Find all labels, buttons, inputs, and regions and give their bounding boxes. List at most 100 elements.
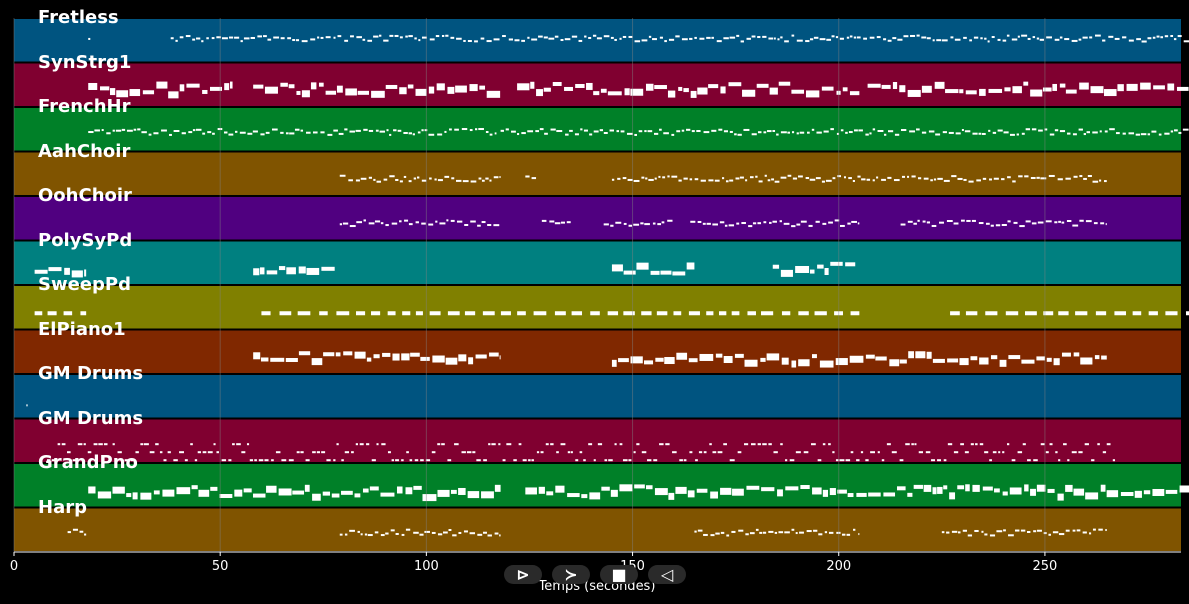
- note-mark: [289, 132, 295, 135]
- note-mark: [950, 36, 954, 39]
- note-mark: [260, 357, 269, 362]
- note-mark: [271, 459, 274, 462]
- note-mark: [485, 177, 489, 180]
- note-mark: [710, 534, 715, 537]
- play-button[interactable]: ⊳: [504, 565, 542, 584]
- note-mark: [1002, 39, 1007, 42]
- note-mark: [856, 492, 867, 497]
- note-mark: [57, 443, 61, 446]
- note-mark: [175, 39, 178, 42]
- note-mark: [766, 130, 772, 133]
- note-mark: [1027, 37, 1031, 40]
- note-mark: [530, 81, 535, 89]
- note-mark: [1027, 459, 1031, 462]
- note-mark: [689, 37, 693, 40]
- note-mark: [153, 132, 159, 135]
- note-mark: [550, 128, 556, 131]
- note-mark: [814, 311, 827, 316]
- note-mark: [611, 359, 617, 367]
- note-mark: [368, 176, 372, 179]
- note-mark: [719, 221, 725, 224]
- note-mark: [742, 89, 756, 97]
- note-mark: [780, 269, 793, 277]
- note-mark: [706, 311, 714, 316]
- note-mark: [683, 459, 687, 462]
- note-mark: [847, 222, 851, 225]
- note-mark: [1170, 34, 1174, 37]
- note-mark: [1085, 492, 1099, 500]
- note-mark: [1008, 355, 1021, 360]
- note-mark: [1101, 355, 1107, 360]
- note-mark: [960, 219, 965, 222]
- note-mark: [960, 443, 964, 446]
- note-mark: [737, 451, 742, 454]
- note-mark: [943, 459, 947, 462]
- note-mark: [644, 130, 647, 133]
- note-mark: [745, 533, 749, 536]
- note-mark: [348, 179, 353, 182]
- note-mark: [991, 36, 995, 39]
- note-mark: [401, 459, 404, 462]
- note-mark: [207, 131, 212, 134]
- note-mark: [403, 175, 407, 178]
- note-mark: [923, 177, 929, 180]
- note-mark: [926, 37, 931, 40]
- note-mark: [687, 490, 695, 498]
- note-mark: [336, 443, 339, 446]
- note-mark: [1052, 531, 1059, 534]
- note-mark: [506, 443, 512, 446]
- note-mark: [173, 130, 180, 133]
- note-mark: [34, 311, 43, 316]
- note-mark: [1036, 176, 1040, 179]
- forward-button[interactable]: ≻: [552, 565, 590, 584]
- note-mark: [826, 38, 832, 41]
- note-mark: [198, 489, 210, 497]
- note-mark: [1082, 36, 1088, 39]
- note-mark: [482, 311, 495, 316]
- note-mark: [540, 451, 544, 454]
- note-mark: [592, 34, 597, 37]
- stop-button[interactable]: ■: [600, 565, 638, 584]
- note-mark: [969, 39, 972, 42]
- note-mark: [901, 175, 906, 178]
- note-mark: [333, 36, 336, 39]
- note-mark: [355, 179, 360, 182]
- note-mark: [273, 36, 280, 39]
- note-mark: [650, 270, 660, 275]
- note-mark: [1058, 220, 1061, 223]
- note-mark: [597, 443, 603, 446]
- note-mark: [391, 222, 398, 225]
- note-mark: [767, 179, 771, 182]
- note-mark: [554, 222, 561, 225]
- note-mark: [455, 85, 467, 93]
- note-mark: [408, 223, 413, 226]
- note-mark: [1021, 132, 1025, 135]
- track-label: SynStrg1: [38, 51, 132, 73]
- note-mark: [1046, 357, 1052, 362]
- note-mark: [363, 128, 368, 131]
- note-mark: [1059, 130, 1066, 133]
- back-button[interactable]: ◁: [648, 565, 686, 584]
- note-mark: [1185, 311, 1189, 316]
- note-mark: [1104, 89, 1117, 97]
- note-mark: [422, 494, 437, 502]
- note-mark: [458, 487, 466, 495]
- note-mark: [448, 529, 452, 532]
- note-mark: [761, 487, 775, 492]
- note-mark: [280, 131, 284, 134]
- note-mark: [1176, 86, 1189, 91]
- note-mark: [508, 38, 514, 41]
- note-mark: [221, 459, 227, 462]
- note-mark: [405, 35, 408, 38]
- note-mark: [843, 176, 847, 179]
- note-mark: [79, 530, 84, 533]
- note-mark: [1104, 130, 1108, 133]
- note-mark: [703, 131, 710, 134]
- note-mark: [1073, 175, 1078, 178]
- note-mark: [310, 38, 316, 41]
- note-mark: [405, 487, 413, 495]
- note-mark: [112, 443, 115, 446]
- note-mark: [941, 39, 948, 42]
- note-mark: [485, 131, 489, 134]
- note-mark: [236, 443, 241, 446]
